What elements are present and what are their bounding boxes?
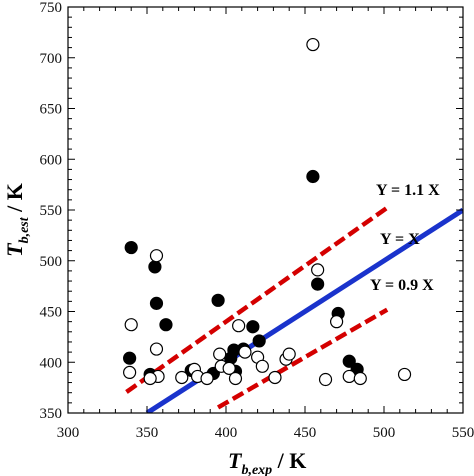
y-tick-label-550: 550 — [40, 203, 63, 219]
line-label-1: Y = 1.1 X — [376, 182, 440, 199]
filled-point-2 — [124, 240, 138, 255]
filled-point-16 — [306, 169, 320, 184]
open-point-25 — [330, 315, 344, 329]
open-point-26 — [342, 369, 356, 384]
open-point-13 — [222, 361, 236, 375]
y-tick-label-600: 600 — [40, 152, 63, 168]
y-tick-label-500: 500 — [40, 254, 63, 270]
open-point-10 — [200, 371, 214, 386]
axes: 300 350 400 450 500 550 350 400 450 500 550 600 650 7… — [40, 0, 474, 441]
filled-point-1 — [123, 351, 137, 365]
open-point-24 — [318, 372, 333, 387]
open-point-7 — [175, 370, 189, 385]
y-tick-label-350: 350 — [40, 406, 63, 422]
filled-point-9 — [211, 293, 225, 307]
open-point-1 — [124, 318, 138, 332]
filled-point-19 — [342, 354, 356, 368]
filled-point-3 — [148, 260, 162, 274]
x-tick-label-400: 400 — [215, 425, 238, 441]
open-point-22 — [306, 37, 320, 52]
open-point-4 — [149, 342, 164, 356]
line-label-3: Y = 0.9 X — [370, 277, 434, 294]
reference-line-1 — [125, 205, 389, 394]
line-label-2: Y = X — [380, 231, 420, 248]
filled-point-4 — [149, 296, 164, 310]
open-point-23 — [311, 263, 325, 277]
open-point-14 — [228, 371, 243, 386]
filled-point-5 — [159, 318, 173, 332]
open-point-19 — [268, 370, 282, 385]
open-point-15 — [232, 319, 246, 333]
x-tick-label-300: 300 — [57, 425, 80, 441]
open-point-11 — [213, 347, 227, 361]
axis-labels: Y = 1.1 X Y = X Y = 0.9 X Tb,exp / K Tb,est … — [2, 182, 440, 476]
x-tick-label-450: 450 — [294, 425, 317, 441]
filled-point-17 — [311, 277, 325, 291]
y-axis-title: Tb,est / K — [2, 183, 32, 257]
data-points — [123, 37, 412, 387]
filled-point-14 — [252, 334, 266, 348]
x-tick-label-350: 350 — [136, 425, 159, 441]
open-point-16 — [238, 345, 252, 359]
y-tick-label-650: 650 — [40, 102, 63, 118]
x-tick-label-500: 500 — [373, 425, 396, 441]
y-tick-label-400: 400 — [40, 355, 63, 371]
filled-point-13 — [246, 320, 260, 334]
x-tick-label-550: 550 — [452, 425, 474, 441]
open-point-21 — [282, 347, 296, 361]
open-point-6 — [143, 371, 157, 386]
open-point-3 — [149, 249, 164, 263]
y-tick-label-450: 450 — [40, 305, 63, 321]
y-tick-label-750: 750 — [40, 0, 63, 16]
open-point-28 — [397, 367, 412, 382]
open-point-27 — [353, 371, 367, 386]
open-point-18 — [255, 359, 269, 373]
reference-line-3 — [216, 307, 389, 410]
y-tick-label-700: 700 — [40, 51, 63, 67]
x-axis-title: Tb,exp / K — [228, 448, 306, 476]
open-point-2 — [123, 365, 137, 379]
